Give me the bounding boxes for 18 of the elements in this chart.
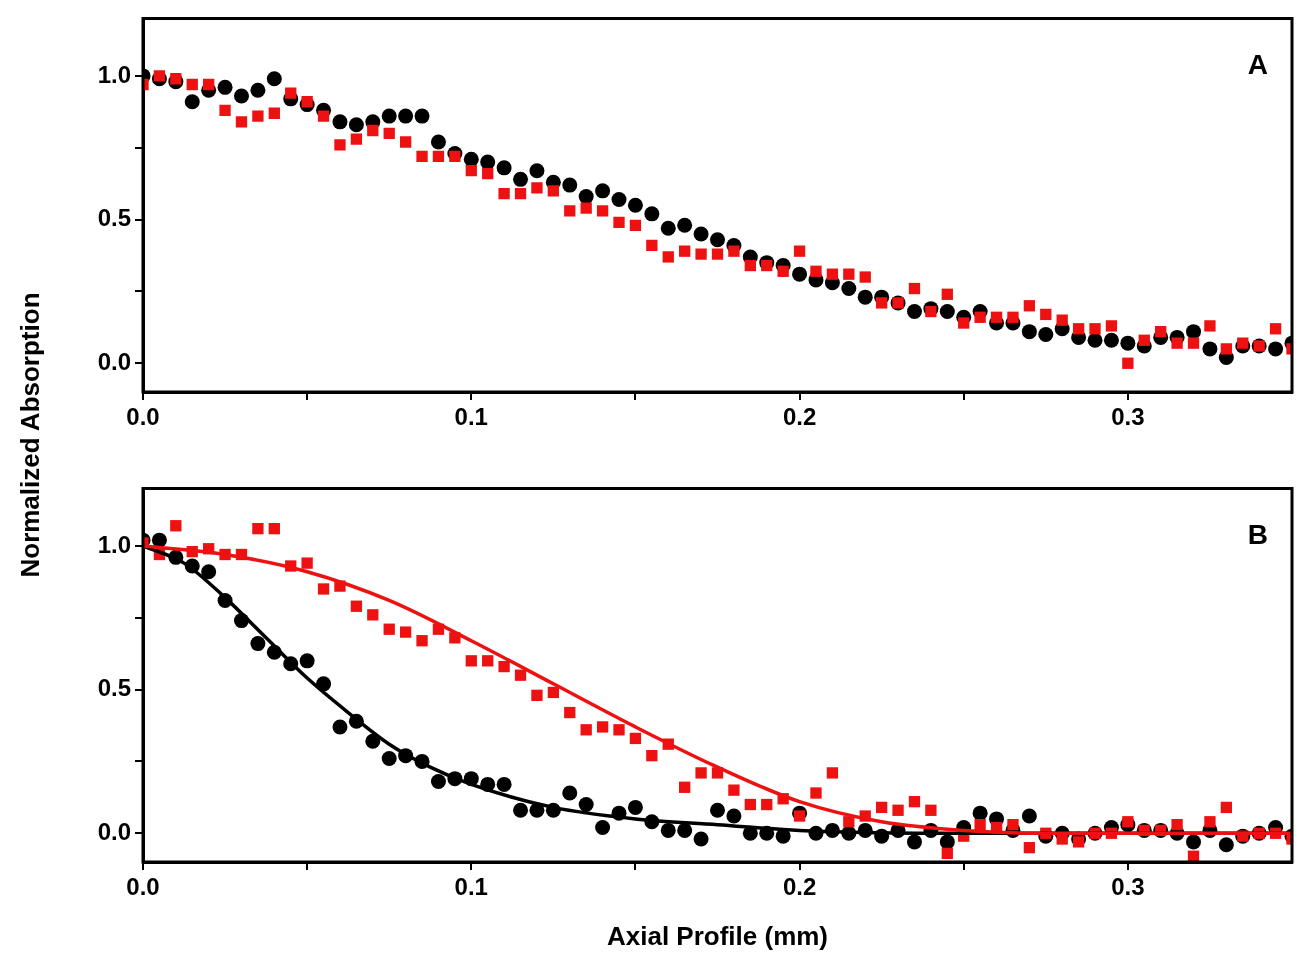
annotation: A (1247, 49, 1268, 81)
y-tick-label: 0.0 (97, 817, 131, 845)
x-tick-label: 0.1 (454, 873, 488, 901)
x-tick-label: 0.3 (1111, 403, 1145, 431)
x-tick-label: 0.0 (126, 873, 160, 901)
y-tick-label: 0.5 (97, 204, 131, 232)
y-tick-label: 0.5 (97, 674, 131, 702)
annotation: B (1247, 519, 1268, 551)
x-tick-label: 0.3 (1111, 873, 1145, 901)
x-tick-label: 0.2 (782, 873, 817, 901)
y-tick-label: 1.0 (97, 60, 131, 88)
y-tick-label: 0.0 (97, 347, 131, 375)
y-tick-label: 1.0 (97, 530, 131, 558)
x-tick-label: 0.1 (454, 403, 488, 431)
x-tick-label: 0.0 (126, 403, 160, 431)
y-axis-title: Normalized Absorption (14, 292, 46, 578)
x-tick-label: 0.2 (782, 403, 817, 431)
x-axis-title: Axial Profile (mm) (606, 920, 829, 951)
